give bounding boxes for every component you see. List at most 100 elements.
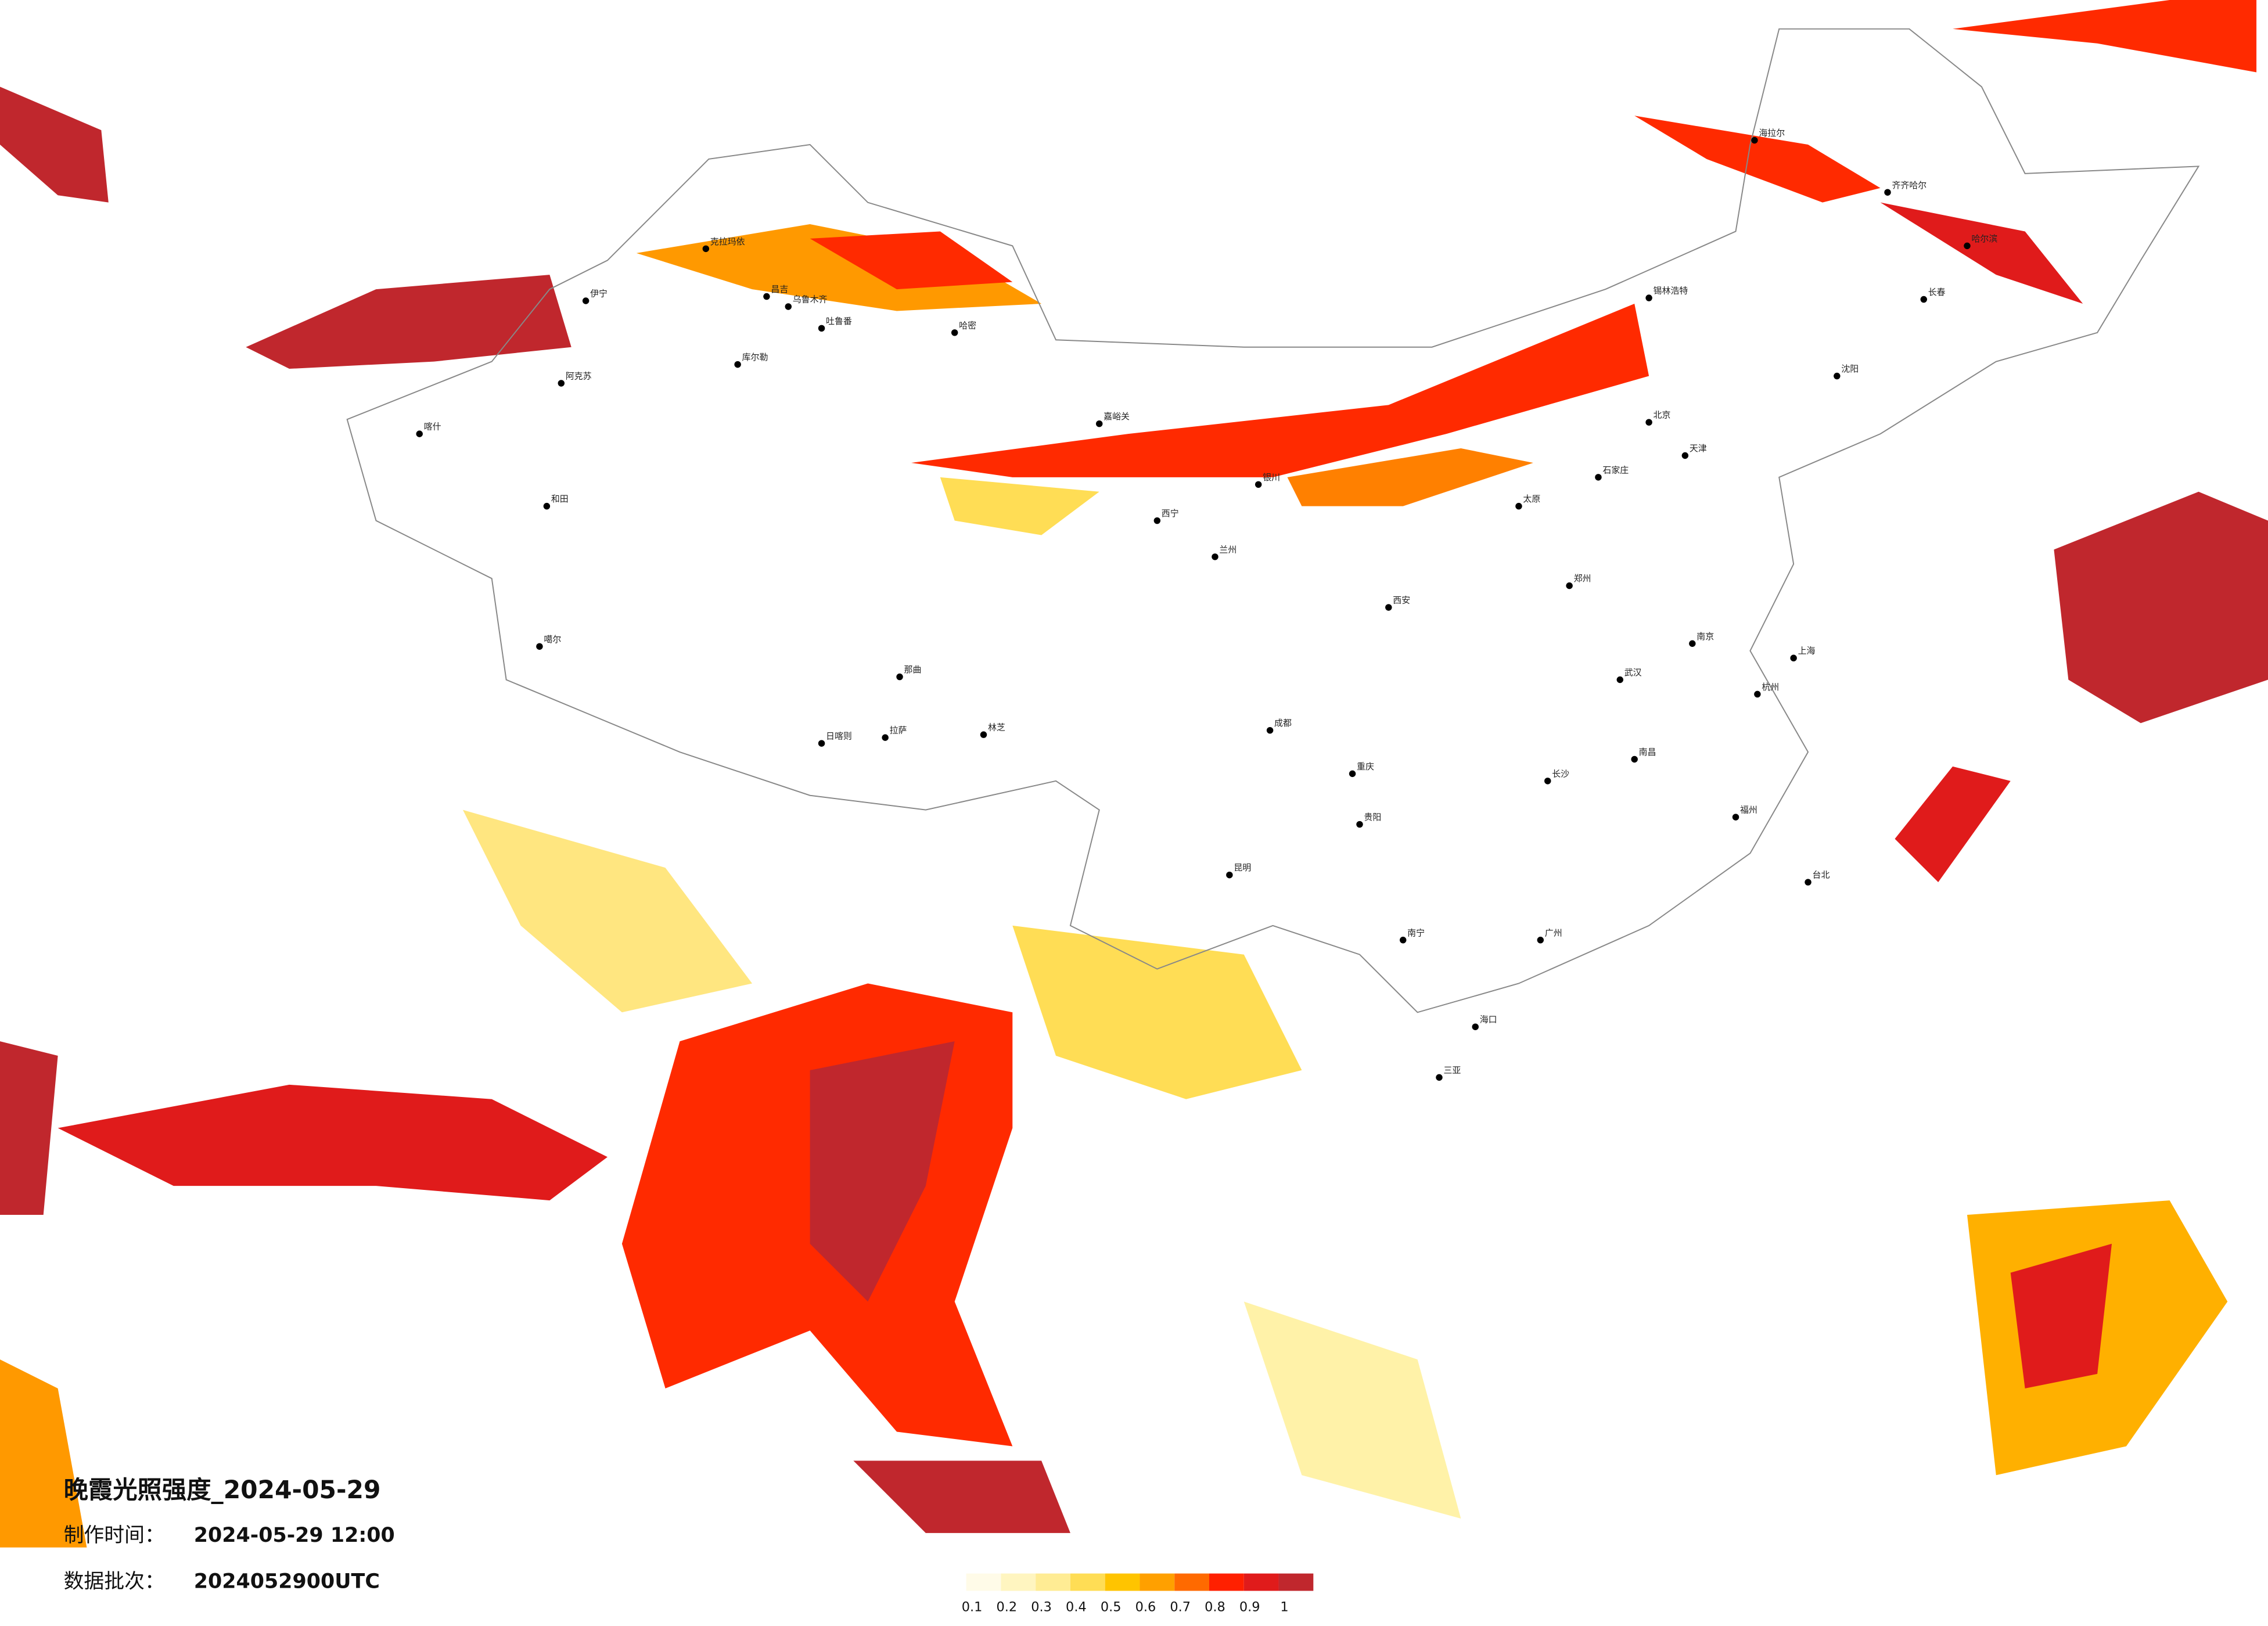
city-label: 南京 bbox=[1696, 631, 1714, 642]
legend-label: 1 bbox=[1280, 1599, 1288, 1614]
city-label: 武汉 bbox=[1624, 667, 1642, 678]
city-label: 重庆 bbox=[1357, 761, 1374, 772]
city-label: 天津 bbox=[1690, 443, 1707, 454]
city-dot bbox=[1472, 1023, 1479, 1030]
blob bbox=[1287, 448, 1533, 506]
city-dot bbox=[1964, 242, 1971, 250]
blob bbox=[1895, 766, 2011, 883]
legend-swatch bbox=[1140, 1573, 1175, 1591]
legend-label: 0.7 bbox=[1170, 1599, 1191, 1614]
batch-value: 2024052900UTC bbox=[194, 1570, 380, 1593]
city-label: 克拉玛依 bbox=[710, 236, 745, 247]
city-dot bbox=[1266, 726, 1274, 734]
blob bbox=[57, 1084, 608, 1201]
city-label: 伊宁 bbox=[590, 289, 608, 299]
city-dot bbox=[582, 297, 590, 304]
city-dot bbox=[1751, 136, 1758, 144]
city-label: 沈阳 bbox=[1841, 364, 1859, 374]
city-dot bbox=[1544, 778, 1551, 785]
legend-swatch bbox=[1278, 1573, 1314, 1591]
city-label: 哈尔滨 bbox=[1971, 233, 1997, 244]
city-label: 杭州 bbox=[1762, 682, 1779, 692]
city-dot bbox=[1226, 871, 1233, 879]
city-dot bbox=[1515, 502, 1522, 510]
blob bbox=[1634, 116, 1881, 203]
city-dot bbox=[1790, 654, 1797, 661]
city-label: 哈密 bbox=[959, 320, 976, 330]
city-label: 喀什 bbox=[424, 422, 441, 432]
legend-swatch bbox=[966, 1573, 1001, 1591]
city-label: 西安 bbox=[1393, 595, 1410, 606]
blob bbox=[1953, 0, 2257, 73]
city-label: 昌吉 bbox=[771, 284, 788, 294]
city-dot bbox=[1616, 676, 1624, 684]
legend-swatch bbox=[1070, 1573, 1105, 1591]
city-dot bbox=[702, 245, 710, 253]
legend: 0.1 0.2 0.3 0.4 0.5 0.6 0.7 0.8 0.9 1 bbox=[962, 1573, 1314, 1614]
city-dot bbox=[536, 643, 543, 650]
legend-swatch bbox=[1209, 1573, 1244, 1591]
city-dot bbox=[980, 731, 987, 738]
blob bbox=[1243, 1301, 1461, 1519]
city-label: 和田 bbox=[551, 494, 569, 504]
legend-label: 0.9 bbox=[1239, 1599, 1260, 1614]
city-label: 南宁 bbox=[1407, 927, 1425, 938]
city-label: 南昌 bbox=[1639, 747, 1656, 757]
city-label: 广州 bbox=[1545, 927, 1562, 938]
city-label: 贵阳 bbox=[1364, 812, 1381, 822]
city-label: 噶尔 bbox=[544, 634, 561, 645]
legend-label: 0.1 bbox=[962, 1599, 983, 1614]
city-label: 银川 bbox=[1263, 472, 1280, 483]
city-dot bbox=[818, 740, 825, 747]
city-dot bbox=[1834, 372, 1841, 380]
city-dot bbox=[763, 293, 770, 300]
blob bbox=[2010, 1243, 2112, 1388]
city-dot bbox=[1681, 452, 1689, 459]
city-dot bbox=[882, 734, 889, 741]
blob bbox=[1012, 925, 1302, 1099]
city-dot bbox=[1436, 1074, 1443, 1081]
blob bbox=[2054, 491, 2268, 724]
city-label: 锡林浩特 bbox=[1654, 286, 1688, 296]
blob bbox=[636, 224, 1042, 311]
city-dot bbox=[1920, 296, 1928, 303]
legend-label: 0.4 bbox=[1066, 1599, 1087, 1614]
city-label: 库尔勒 bbox=[742, 352, 768, 362]
city-dot bbox=[416, 430, 423, 437]
city-dot bbox=[1356, 821, 1363, 828]
legend-swatch bbox=[1105, 1573, 1140, 1591]
blob bbox=[0, 87, 109, 203]
city-label: 林芝 bbox=[988, 722, 1005, 733]
city-dot bbox=[1385, 604, 1392, 611]
city-label: 长沙 bbox=[1552, 768, 1569, 779]
blob bbox=[810, 1041, 955, 1302]
blob bbox=[0, 1359, 87, 1548]
production-time: 2024-05-29 12:00 bbox=[194, 1524, 395, 1547]
city-label: 郑州 bbox=[1574, 573, 1591, 584]
city-dot bbox=[1255, 481, 1262, 488]
country-border bbox=[346, 28, 2200, 1013]
legend-label: 0.6 bbox=[1135, 1599, 1156, 1614]
city-dot bbox=[1595, 474, 1602, 481]
legend-label: 0.5 bbox=[1101, 1599, 1122, 1614]
blob bbox=[940, 477, 1099, 535]
city-label: 上海 bbox=[1798, 646, 1816, 656]
city-dot bbox=[1153, 517, 1161, 524]
city-dot bbox=[818, 325, 825, 332]
city-dot bbox=[558, 380, 565, 387]
city-label: 拉萨 bbox=[890, 725, 907, 736]
city-label: 海拉尔 bbox=[1759, 128, 1785, 138]
city-label: 日喀则 bbox=[826, 731, 852, 742]
city-label: 台北 bbox=[1813, 870, 1830, 880]
map-title: 晚霞光照强度_2024-05-29 bbox=[64, 1476, 381, 1504]
blob bbox=[246, 275, 572, 369]
city-dot bbox=[1754, 690, 1761, 698]
legend-swatch bbox=[1243, 1573, 1279, 1591]
blob bbox=[810, 231, 1013, 290]
city-dot bbox=[1537, 937, 1544, 944]
legend-swatch bbox=[1174, 1573, 1210, 1591]
city-dot bbox=[1349, 770, 1356, 778]
blob bbox=[462, 810, 753, 1013]
city-dot bbox=[1805, 879, 1811, 886]
city-label: 齐齐哈尔 bbox=[1892, 180, 1926, 190]
